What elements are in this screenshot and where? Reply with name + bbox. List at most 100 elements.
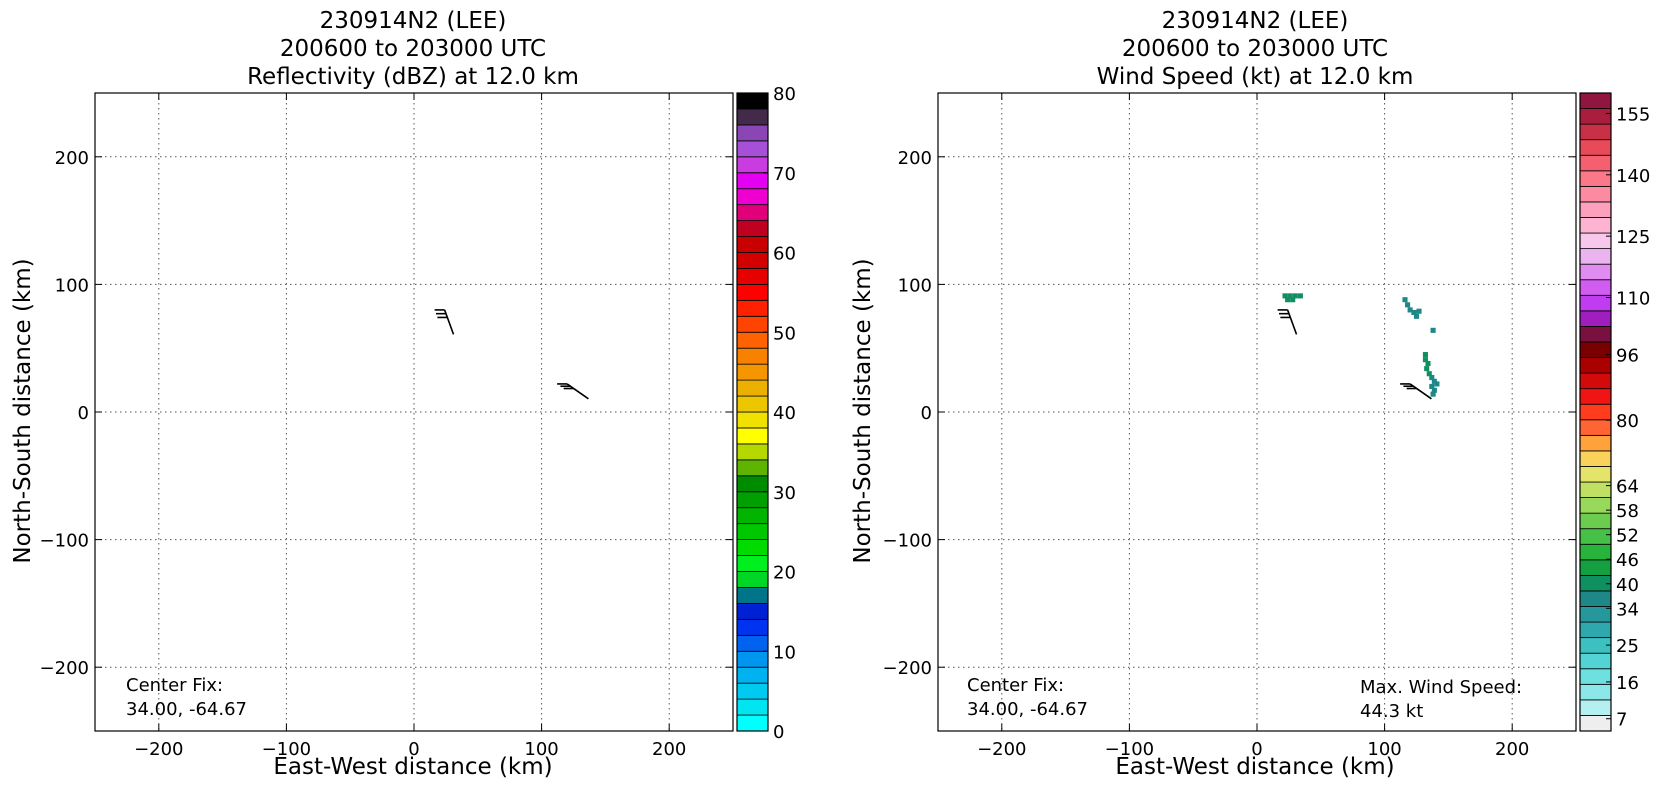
reflectivity-center-fix-label: Center Fix: bbox=[126, 675, 223, 696]
reflectivity-colorbar-swatch-35 bbox=[736, 156, 769, 174]
wind-x-tick-label-0: −200 bbox=[977, 739, 1026, 760]
reflectivity-colorbar-swatch-14 bbox=[736, 491, 769, 509]
reflectivity-center-fix-value: 34.00, -64.67 bbox=[126, 699, 247, 720]
wind-colorbar-swatch-9 bbox=[1579, 574, 1612, 592]
reflectivity-colorbar-swatch-15 bbox=[736, 475, 769, 493]
wind-colorbar-swatch-35 bbox=[1579, 170, 1612, 187]
reflectivity-colorbar-swatch-3 bbox=[736, 666, 769, 684]
reflectivity-colorbar-swatch-16 bbox=[736, 459, 769, 477]
reflectivity-title-line-1: 230914N2 (LEE) bbox=[320, 8, 507, 34]
wind-data-cell-11 bbox=[1416, 308, 1422, 314]
wind-colorbar-swatch-8 bbox=[1579, 590, 1612, 607]
wind-colorbar-swatch-40 bbox=[1579, 92, 1612, 109]
reflectivity-colorbar-swatch-37 bbox=[736, 124, 769, 142]
wind-colorbar-swatch-12 bbox=[1579, 528, 1612, 545]
wind-colorbar-swatch-11 bbox=[1579, 543, 1612, 561]
reflectivity-colorbar-swatch-11 bbox=[736, 539, 769, 556]
reflectivity-colorbar-tick-label-3: 30 bbox=[773, 483, 796, 504]
wind-colorbar-swatch-1 bbox=[1579, 699, 1612, 716]
wind-data-cell-12 bbox=[1430, 327, 1436, 333]
wind-title-line-1: 230914N2 (LEE) bbox=[1162, 8, 1349, 34]
reflectivity-wind-barbs bbox=[434, 309, 589, 400]
reflectivity-colorbar-swatch-32 bbox=[736, 204, 769, 221]
reflectivity-title-line-2: 200600 to 203000 UTC bbox=[280, 36, 546, 62]
wind-data-cell-1 bbox=[1287, 293, 1293, 299]
reflectivity-x-tick-label-1: −100 bbox=[262, 739, 311, 760]
reflectivity-colorbar-swatch-8 bbox=[736, 587, 769, 604]
wind-y-tick-label-4: 200 bbox=[898, 148, 932, 169]
wind-colorbar-swatch-23 bbox=[1579, 357, 1612, 374]
wind-data-cell-17 bbox=[1426, 371, 1432, 377]
wind-y-tick-label-3: 100 bbox=[898, 275, 932, 296]
reflectivity-colorbar-swatch-31 bbox=[736, 220, 769, 237]
wind-wind-barbs bbox=[1277, 309, 1432, 400]
wind-colorbar-swatch-6 bbox=[1579, 621, 1612, 639]
wind-data-cell-10 bbox=[1413, 313, 1420, 319]
reflectivity-colorbar-swatch-22 bbox=[736, 363, 769, 381]
reflectivity-y-tick-label-2: 0 bbox=[78, 403, 89, 424]
reflectivity-y-tick-label-3: 100 bbox=[55, 275, 89, 296]
wind-speed-panel: 230914N2 (LEE) 200600 to 203000 UTC Wind… bbox=[850, 8, 1650, 780]
reflectivity-colorbar-swatch-19 bbox=[736, 411, 769, 429]
wind-data-cell-2 bbox=[1292, 293, 1298, 299]
reflectivity-colorbar-swatch-7 bbox=[736, 603, 769, 620]
reflectivity-colorbar-swatch-4 bbox=[736, 650, 769, 668]
reflectivity-colorbar-swatch-1 bbox=[736, 698, 769, 716]
wind-colorbar-swatch-15 bbox=[1579, 481, 1612, 498]
max-wind-speed-label: Max. Wind Speed: bbox=[1360, 677, 1522, 698]
wind-colorbar-tick-label-11: 110 bbox=[1616, 288, 1650, 309]
wind-y-tick-label-0: −200 bbox=[883, 658, 932, 679]
reflectivity-grid bbox=[95, 93, 733, 731]
wind-center-fix-label: Center Fix: bbox=[967, 675, 1064, 696]
wind-y-tick-label-2: 0 bbox=[921, 403, 932, 424]
reflectivity-colorbar-tick-label-5: 50 bbox=[773, 323, 796, 344]
reflectivity-colorbar-tick-label-2: 20 bbox=[773, 563, 796, 584]
reflectivity-colorbar-swatch-23 bbox=[736, 347, 769, 365]
reflectivity-colorbar-tick-label-1: 10 bbox=[773, 642, 796, 663]
wind-colorbar-tick-label-14: 155 bbox=[1616, 104, 1650, 125]
reflectivity-colorbar-swatch-27 bbox=[736, 283, 769, 301]
wind-colorbar-swatch-10 bbox=[1579, 559, 1612, 576]
wind-colorbar-tick-label-0: 7 bbox=[1616, 710, 1627, 731]
wind-colorbar-swatch-20 bbox=[1579, 403, 1612, 421]
wind-colorbar-tick-label-9: 80 bbox=[1616, 411, 1639, 432]
wind-colorbar-swatch-25 bbox=[1579, 326, 1612, 343]
reflectivity-colorbar-swatch-29 bbox=[736, 252, 769, 269]
wind-colorbar-tick-label-4: 40 bbox=[1616, 575, 1639, 596]
wind-x-tick-label-2: 0 bbox=[1251, 739, 1262, 760]
wind-data-cell-21 bbox=[1429, 383, 1435, 390]
reflectivity-colorbar-swatch-36 bbox=[736, 140, 769, 158]
wind-data-cell-16 bbox=[1424, 366, 1430, 372]
reflectivity-panel: 230914N2 (LEE) 200600 to 203000 UTC Refl… bbox=[10, 8, 796, 780]
reflectivity-colorbar-swatch-26 bbox=[736, 299, 769, 317]
wind-colorbar-frame bbox=[1579, 92, 1612, 732]
reflectivity-colorbar-tick-label-0: 0 bbox=[773, 722, 784, 743]
reflectivity-colorbar-swatch-30 bbox=[736, 236, 769, 253]
reflectivity-y-axis-label: North-South distance (km) bbox=[10, 258, 36, 563]
wind-colorbar-swatch-13 bbox=[1579, 512, 1612, 530]
reflectivity-colorbar-swatch-0 bbox=[736, 714, 769, 732]
wind-data-cell-7 bbox=[1405, 302, 1411, 308]
wind-data-cell-15 bbox=[1425, 360, 1431, 367]
wind-data-cell-4 bbox=[1285, 297, 1291, 303]
wind-colorbar-swatch-26 bbox=[1579, 310, 1612, 327]
reflectivity-colorbar-swatch-5 bbox=[736, 634, 769, 652]
reflectivity-colorbar-swatch-12 bbox=[736, 523, 769, 541]
wind-colorbar-swatch-36 bbox=[1579, 154, 1612, 172]
wind-data-cell-22 bbox=[1431, 387, 1437, 393]
wind-data-cell-5 bbox=[1290, 297, 1296, 303]
wind-colorbar-tick-label-1: 16 bbox=[1616, 673, 1639, 694]
reflectivity-x-tick-label-4: 200 bbox=[652, 739, 686, 760]
reflectivity-colorbar-tick-label-4: 40 bbox=[773, 403, 796, 424]
reflectivity-colorbar-tick-label-6: 60 bbox=[773, 244, 796, 265]
wind-colorbar-swatch-39 bbox=[1579, 108, 1612, 125]
wind-data-cell-0 bbox=[1282, 293, 1288, 299]
wind-title-line-3: Wind Speed (kt) at 12.0 km bbox=[1097, 64, 1414, 90]
wind-colorbar-swatch-29 bbox=[1579, 263, 1612, 281]
reflectivity-colorbar-swatch-2 bbox=[736, 682, 769, 700]
reflectivity-colorbar-tick-label-7: 70 bbox=[773, 164, 796, 185]
reflectivity-wind-barb-1 bbox=[557, 383, 589, 400]
wind-colorbar-swatch-14 bbox=[1579, 497, 1612, 514]
reflectivity-title-line-3: Reflectivity (dBZ) at 12.0 km bbox=[247, 64, 579, 90]
reflectivity-y-tick-label-4: 200 bbox=[55, 148, 89, 169]
